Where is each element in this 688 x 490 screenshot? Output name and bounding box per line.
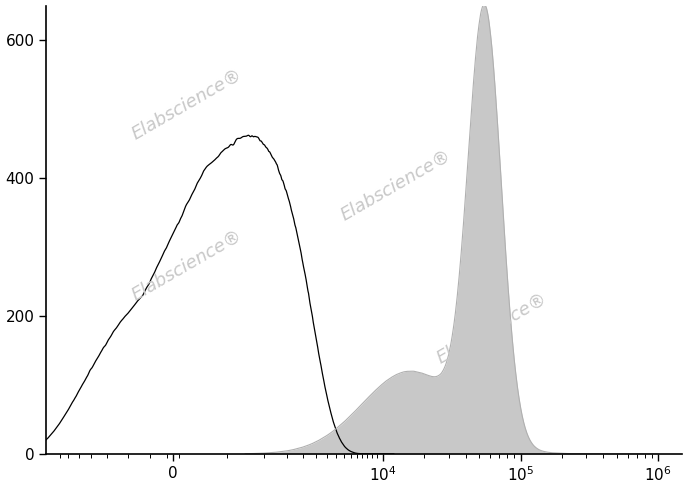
Text: Elabscience®: Elabscience® (128, 65, 245, 143)
Text: Elabscience®: Elabscience® (338, 146, 455, 224)
Text: Elabscience®: Elabscience® (128, 227, 245, 305)
Text: Elabscience®: Elabscience® (433, 290, 550, 368)
